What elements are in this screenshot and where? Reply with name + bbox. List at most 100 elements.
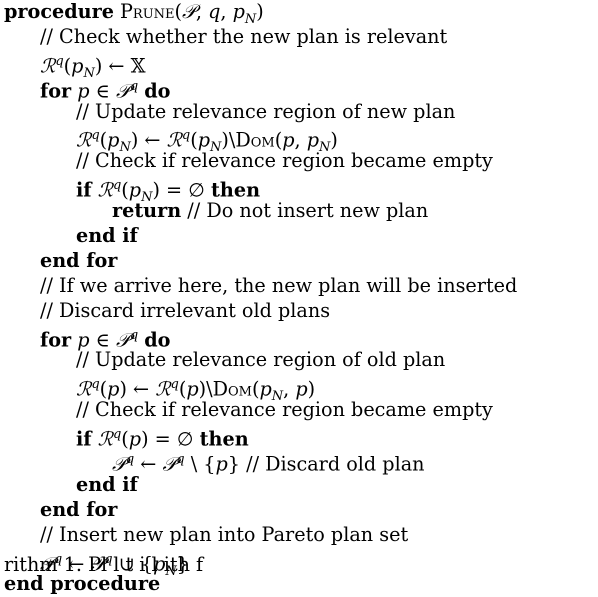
line-token: q	[55, 53, 64, 69]
line-token: end if	[76, 224, 138, 248]
line-token: ∈	[89, 327, 116, 351]
line-token: ) ←	[130, 128, 167, 152]
line-token: ℛ	[40, 54, 56, 78]
algorithm-line: ℛq(pN) ← ℛq(pN)\Dom(p, pN)	[4, 124, 594, 155]
line-token: N	[244, 11, 257, 27]
line-token: p	[128, 427, 142, 451]
line-token: procedure	[4, 0, 114, 23]
line-token: )	[256, 0, 264, 23]
line-token: Dom	[235, 128, 275, 152]
line-token: ∈	[89, 79, 116, 103]
line-token: // Check if relevance region became empt…	[76, 149, 493, 173]
line-token: p	[77, 79, 90, 103]
line-token: p	[107, 377, 120, 401]
line-token: q	[181, 128, 191, 144]
line-token: do	[144, 327, 171, 351]
algorithm-line: // Update relevance region of new plan	[4, 100, 594, 125]
line-token: N	[141, 190, 153, 206]
line-token: )\	[198, 377, 213, 401]
line-token: ) = ∅	[152, 178, 212, 202]
line-token: p	[77, 327, 90, 351]
line-token: N	[119, 140, 131, 156]
line-token: end for	[40, 497, 118, 521]
line-token: p	[232, 0, 245, 23]
algorithm-line: end if	[4, 224, 594, 249]
algorithm-line: // Insert new plan into Pareto plan set	[4, 523, 594, 548]
line-token: q	[53, 551, 63, 567]
algorithm-line: procedure Prune(𝒫, q, pN)	[4, 0, 594, 27]
line-token: if	[76, 178, 92, 202]
line-token: (	[99, 128, 108, 152]
line-token: )\	[221, 128, 236, 152]
line-token: then	[211, 178, 261, 202]
line-token: ←	[134, 452, 163, 476]
line-token: // Check if relevance region became empt…	[76, 398, 493, 422]
algorithm-line: // Update relevance region of old plan	[4, 348, 594, 373]
line-token: p	[71, 54, 84, 78]
line-token: // If we arrive here, the new plan will …	[40, 273, 518, 297]
line-token: then	[199, 427, 249, 451]
algorithm-line: // Check if relevance region became empt…	[4, 149, 594, 174]
algorithm-line: // Check whether the new plan is relevan…	[4, 25, 594, 50]
algorithm-line: end for	[4, 498, 594, 523]
line-token: 𝒫	[115, 79, 130, 103]
algorithm-line: for p ∈ 𝒫q do	[4, 75, 594, 103]
line-token: if	[76, 427, 92, 451]
line-token: (	[99, 377, 108, 401]
algorithm-line: if ℛq(pN) = ∅ then	[4, 174, 594, 205]
line-token: ,	[195, 0, 209, 23]
line-token: p	[128, 178, 142, 202]
line-token: (	[63, 54, 72, 78]
algorithm-line: end if	[4, 473, 594, 498]
line-token: p	[306, 128, 319, 152]
line-token: q	[129, 327, 139, 343]
line-token: p	[282, 128, 295, 152]
line-token: q	[112, 178, 122, 194]
line-token: (	[190, 128, 198, 152]
line-token: ) ← 𝕏	[94, 54, 146, 78]
line-token: q	[112, 427, 122, 443]
line-token: Dom	[212, 377, 252, 401]
line-token: p	[197, 128, 211, 152]
algorithm-block: procedure Prune(𝒫, q, pN)// Check whethe…	[4, 0, 594, 597]
line-token: p	[186, 377, 199, 401]
line-token: q	[176, 452, 185, 468]
line-token: ℛ	[76, 128, 92, 152]
algorithm-line: // Discard irrelevant old plans	[4, 299, 594, 324]
line-token: p	[107, 128, 120, 152]
algorithm-line: ℛq(p) ← ℛq(p)\Dom(pN, p)	[4, 373, 594, 404]
line-token: (	[251, 377, 260, 401]
line-token: ,	[220, 0, 233, 23]
line-token: (	[274, 128, 283, 152]
line-token: q	[104, 551, 113, 567]
line-token: q	[91, 377, 100, 393]
line-token: q	[170, 377, 179, 393]
line-token: do	[144, 79, 171, 103]
line-token: for	[40, 327, 72, 351]
line-token: (	[174, 0, 183, 23]
algorithm-line: 𝒫q ← 𝒫q \ {p} // Discard old plan	[4, 448, 594, 476]
line-token: p	[295, 377, 308, 401]
line-token: 𝒫	[115, 327, 130, 351]
line-token: } // Discard old plan	[227, 452, 425, 476]
line-token: q	[91, 128, 100, 144]
line-token: end for	[40, 248, 118, 272]
line-token: ) ←	[119, 377, 156, 401]
line-token: Prune	[120, 0, 175, 23]
line-token: q	[208, 0, 221, 23]
line-token: end if	[76, 472, 138, 496]
line-token: ℛ	[76, 377, 92, 401]
line-token: ℛ	[155, 377, 171, 401]
line-token: // Update relevance region of new plan	[76, 99, 456, 123]
algorithm-line: for p ∈ 𝒫q do	[4, 324, 594, 351]
line-token: ,	[294, 128, 307, 152]
line-token: 𝒫	[162, 452, 177, 476]
algorithm-line: if ℛq(p) = ∅ then	[4, 423, 594, 451]
algorithm-line: end for	[4, 249, 594, 274]
algorithm-line: // Check if relevance region became empt…	[4, 398, 594, 423]
line-token: 𝒫	[182, 0, 196, 23]
line-token: // Do not insert new plan	[181, 199, 429, 223]
algorithm-line: return // Do not insert new plan	[4, 199, 594, 224]
line-token: ,	[283, 377, 296, 401]
line-token: q	[129, 78, 139, 94]
